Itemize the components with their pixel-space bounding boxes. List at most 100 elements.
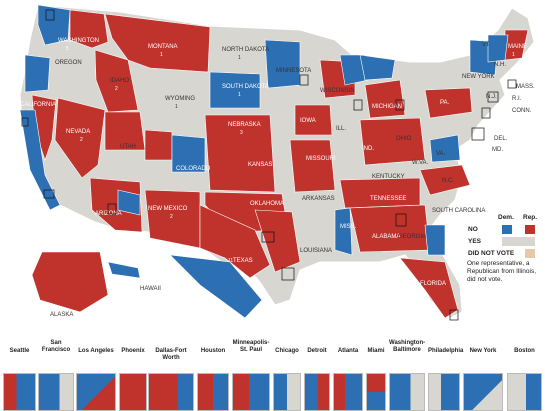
state-label-illinois: ILL. bbox=[336, 126, 346, 132]
state-label-georgia: GEORGIA bbox=[398, 234, 426, 240]
idaho-district bbox=[94, 49, 139, 113]
inset-label-dallas-fort-worth: Dallas-Fort Worth bbox=[155, 348, 187, 361]
locator-new-york bbox=[487, 91, 499, 103]
inset-map-philadelphia bbox=[428, 373, 460, 411]
pennsylvania-district bbox=[424, 87, 473, 119]
michigan-north-district bbox=[359, 54, 396, 81]
colorado-denver-district bbox=[171, 134, 206, 173]
virginia-district bbox=[429, 134, 461, 163]
state-label-kansas: KANSAS bbox=[248, 162, 272, 168]
inset-label-seattle: Seattle bbox=[9, 348, 30, 354]
inset-map-seattle bbox=[3, 373, 36, 411]
state-label-pennsylvania: PA. bbox=[440, 100, 450, 106]
state-label-wisconsin: WISCONSIN bbox=[320, 88, 355, 94]
inset-san-francisco: San Francisco bbox=[38, 336, 74, 411]
district-number-idaho: 2 bbox=[115, 86, 118, 92]
locator-boston bbox=[507, 79, 517, 89]
state-label-california: CALIFORNIA bbox=[20, 102, 56, 108]
legend-did-not-vote-swatch bbox=[525, 249, 535, 258]
inset-map-chicago bbox=[273, 373, 301, 411]
state-label-rhode-island: R.I. bbox=[512, 96, 522, 102]
state-label-kentucky: KENTUCKY bbox=[372, 174, 405, 180]
state-label-new-mexico: NEW MEXICO bbox=[148, 206, 188, 212]
legend-did-not-vote-label: DID NOT VOTE bbox=[468, 250, 515, 257]
nevada-district bbox=[54, 97, 106, 179]
inset-map-washington-baltimore bbox=[389, 373, 425, 411]
state-label-indiana: IND. bbox=[362, 146, 374, 152]
locator-philadelphia bbox=[481, 107, 491, 119]
inset-label-new-york: New York bbox=[469, 348, 497, 354]
inset-label-minneapolis-st-paul: Minneapolis-St. Paul bbox=[232, 340, 270, 353]
minnesota-district bbox=[264, 39, 301, 89]
state-label-michigan: MICHIGAN bbox=[372, 104, 402, 110]
state-label-north-carolina: N.C. bbox=[442, 178, 454, 184]
florida-district bbox=[399, 257, 459, 319]
state-label-oklahoma: OKLAHOMA bbox=[250, 201, 284, 207]
locator-san-francisco bbox=[21, 117, 29, 127]
inset-boston: Boston bbox=[507, 336, 542, 411]
inset-map-los-angeles bbox=[76, 373, 116, 411]
rep-no-districts bbox=[31, 9, 529, 319]
vermont-nh-district bbox=[487, 34, 509, 63]
california-coast-district bbox=[19, 109, 61, 211]
us-house-vote-map: WASHINGTON OREGON CALIFORNIA NEVADA IDAH… bbox=[19, 4, 535, 321]
state-label-washington: WASHINGTON bbox=[58, 38, 99, 44]
district-number-north-dakota: 1 bbox=[238, 55, 241, 61]
arkansas-mississippi-district bbox=[334, 207, 353, 256]
legend-note: One representative, a Republican from Il… bbox=[467, 260, 537, 283]
alaska-district bbox=[31, 251, 109, 313]
texas-south-district bbox=[169, 254, 263, 319]
state-label-nevada: NEVADA bbox=[66, 129, 90, 135]
inset-los-angeles: Los Angeles bbox=[76, 336, 116, 411]
inset-label-phoenix: Phoenix bbox=[121, 348, 145, 354]
state-label-ohio: OHIO bbox=[396, 136, 412, 142]
state-label-arkansas: ARKANSAS bbox=[302, 196, 335, 202]
inset-map-dallas-fort-worth bbox=[148, 373, 194, 411]
montana-district bbox=[104, 13, 211, 73]
district-number-nevada: 2 bbox=[80, 137, 83, 143]
state-label-louisiana: LOUISIANA bbox=[300, 248, 332, 254]
state-label-alabama: ALABAMA bbox=[372, 234, 400, 240]
oregon-coast-district bbox=[24, 54, 51, 93]
inset-label-boston: Boston bbox=[514, 348, 535, 354]
state-label-new-hampshire: N.H. bbox=[494, 62, 506, 68]
metro-insets: Seattle San Francisco Los Angeles Phoeni… bbox=[0, 336, 545, 411]
inset-label-atlanta: Atlanta bbox=[337, 348, 359, 354]
colorado-west-district bbox=[144, 129, 173, 161]
state-label-massachusetts: MASS. bbox=[516, 84, 535, 90]
inset-label-san-francisco: San Francisco bbox=[41, 340, 71, 353]
legend-dem-header: Dem. bbox=[498, 214, 514, 221]
michigan-district bbox=[364, 79, 406, 119]
state-label-nebraska: NEBRASKA bbox=[228, 122, 261, 128]
arizona-tucson-district bbox=[117, 189, 141, 216]
district-numbers: 5 2 2 1 1 2 1 1 3 11 1 bbox=[66, 46, 515, 264]
inset-map-new-york bbox=[463, 373, 503, 411]
inset-philadelphia: Philadelphia bbox=[428, 336, 464, 411]
inset-map-boston bbox=[507, 373, 542, 411]
locator-houston bbox=[281, 267, 295, 281]
inset-map-detroit bbox=[304, 373, 330, 411]
district-number-texas: 11 bbox=[228, 258, 233, 264]
inset-seattle: Seattle bbox=[3, 336, 36, 411]
alabama-georgia-district bbox=[349, 204, 431, 253]
state-label-new-jersey: N.J. bbox=[486, 94, 497, 100]
state-label-utah: UTAH bbox=[120, 144, 136, 150]
state-label-maryland: MD. bbox=[492, 147, 503, 153]
state-label-missouri: MISSOURI bbox=[306, 156, 336, 162]
locator-minneapolis bbox=[299, 74, 309, 86]
inset-atlanta: Atlanta bbox=[333, 336, 363, 411]
inset-label-chicago: Chicago bbox=[275, 348, 299, 354]
texas-east-district bbox=[254, 209, 301, 273]
locator-washington bbox=[471, 127, 485, 141]
inset-label-philadelphia: Philadelphia bbox=[428, 348, 464, 354]
south-dakota-district bbox=[209, 71, 261, 109]
state-label-idaho: IDAHO bbox=[110, 78, 129, 84]
state-label-florida: FLORIDA bbox=[420, 281, 446, 287]
legend-no-label: NO bbox=[468, 226, 478, 233]
inset-phoenix: Phoenix bbox=[119, 336, 147, 411]
inset-dallas-fort-worth: Dallas-Fort Worth bbox=[148, 336, 194, 411]
state-label-delaware: DEL. bbox=[494, 136, 508, 142]
inset-miami: Miami bbox=[366, 336, 386, 411]
state-label-tennessee: TENNESSEE bbox=[370, 196, 406, 202]
inset-washington-baltimore: Washington-Baltimore bbox=[389, 336, 425, 411]
